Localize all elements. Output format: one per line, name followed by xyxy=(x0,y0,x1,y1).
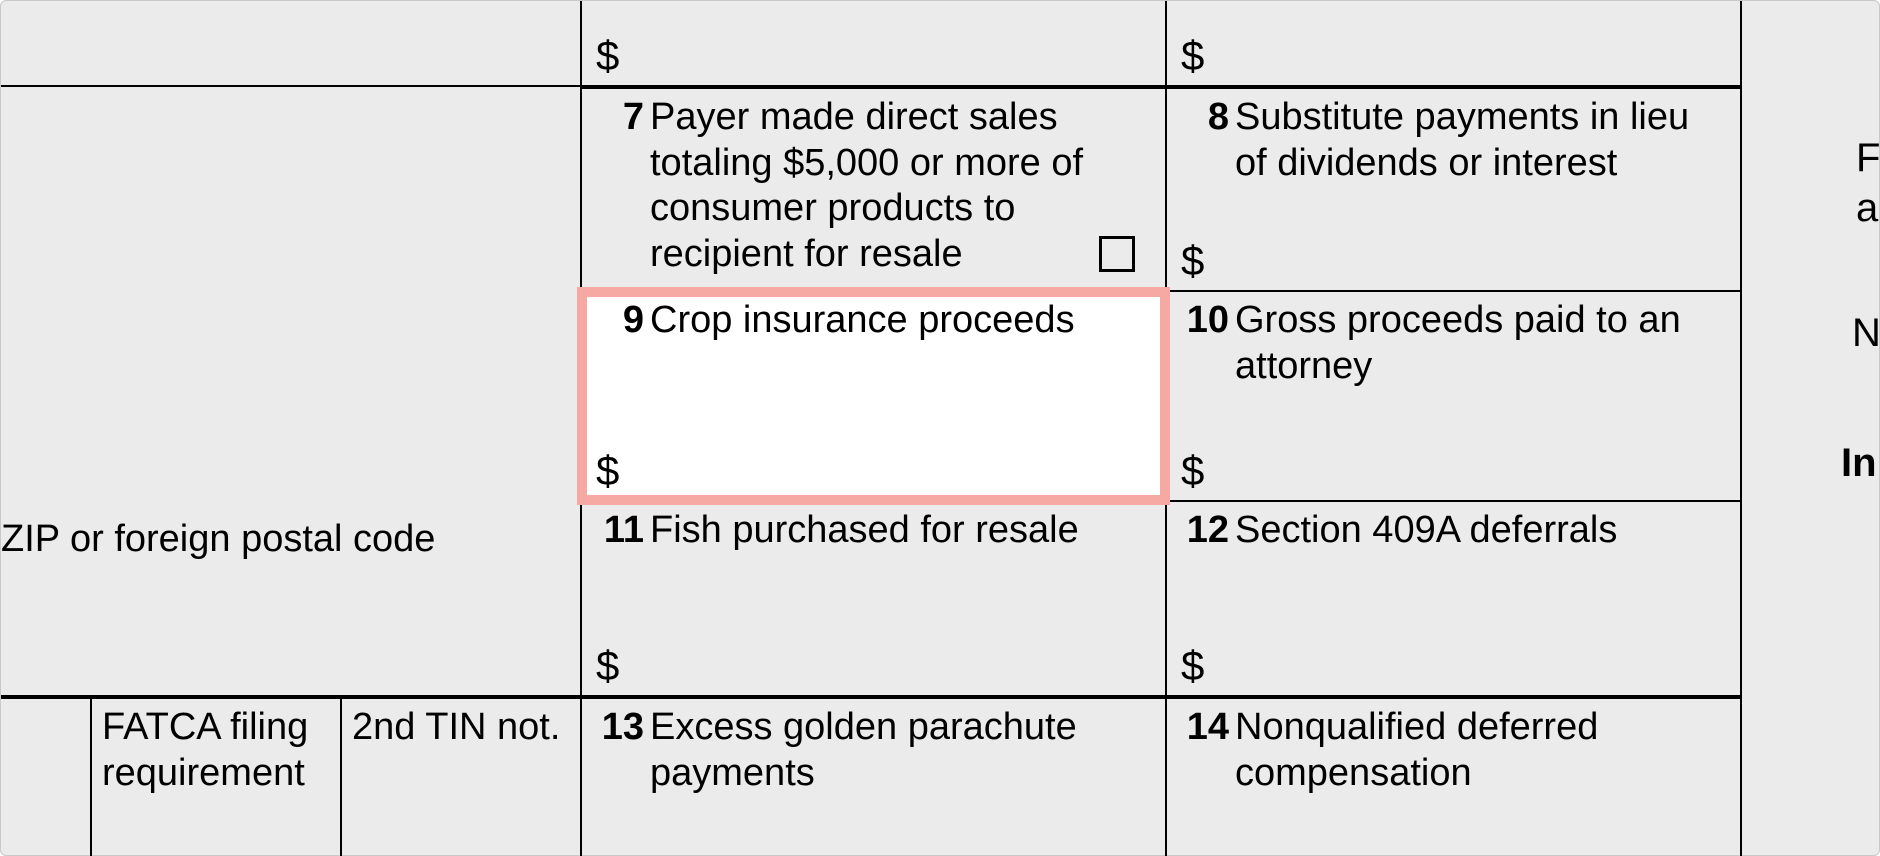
top-dollar-cell-left xyxy=(1,1,581,86)
top-dollar-cell-right: $ xyxy=(1166,1,1741,86)
form-1099-fragment: $ $ ZIP or foreign postal code 7Payer ma… xyxy=(0,0,1880,856)
box-12: 12Section 409A deferrals $ xyxy=(1166,501,1741,696)
box-11: 11Fish purchased for resale $ xyxy=(581,501,1166,696)
box-7-number: 7 xyxy=(596,95,644,141)
row4-left-blank xyxy=(1,696,91,856)
dollar-sign: $ xyxy=(1181,446,1204,496)
side-fragment-a: a xyxy=(1856,186,1878,231)
top-dollar-cell-mid: $ xyxy=(581,1,1166,86)
box-11-label: Fish purchased for resale xyxy=(650,508,1079,554)
side-fragment-F: F xyxy=(1856,136,1880,181)
box-10-number: 10 xyxy=(1181,298,1229,344)
box-13: 13Excess golden parachute payments xyxy=(581,696,1166,856)
box-12-number: 12 xyxy=(1181,508,1229,554)
dollar-sign: $ xyxy=(1181,641,1204,691)
box-7: 7Payer made direct sales totaling $5,000… xyxy=(581,86,1166,291)
box-13-number: 13 xyxy=(596,705,644,751)
box-12-label: Section 409A deferrals xyxy=(1235,508,1617,554)
box-9-number: 9 xyxy=(596,298,644,344)
dollar-sign: $ xyxy=(1181,31,1204,81)
box-10: 10Gross proceeds paid to an attorney $ xyxy=(1166,291,1741,501)
second-tin-label: 2nd TIN not. xyxy=(352,706,560,748)
box-11-number: 11 xyxy=(596,508,644,554)
box-8: 8Substitute payments in lieu of dividend… xyxy=(1166,86,1741,291)
dollar-sign: $ xyxy=(596,641,619,691)
box-8-label: Substitute payments in lieu of dividends… xyxy=(1235,95,1705,186)
fatca-label: FATCA filing requirement xyxy=(102,706,308,794)
box-10-label: Gross proceeds paid to an attorney xyxy=(1235,298,1685,389)
box-7-label: Payer made direct sales totaling $5,000 … xyxy=(650,95,1100,277)
box-7-checkbox[interactable] xyxy=(1099,236,1135,272)
box-9-highlighted: 9Crop insurance proceeds $ xyxy=(581,291,1166,501)
fatca-filing-cell: FATCA filing requirement xyxy=(91,696,341,856)
box-8-number: 8 xyxy=(1181,95,1229,141)
second-tin-cell: 2nd TIN not. xyxy=(341,696,581,856)
side-fragment-N: N xyxy=(1852,311,1880,356)
box-13-label: Excess golden parachute payments xyxy=(650,705,1120,796)
recipient-address-area: ZIP or foreign postal code xyxy=(1,86,581,696)
side-fragment-In: In xyxy=(1841,441,1877,486)
dollar-sign: $ xyxy=(596,446,619,496)
box-9-label: Crop insurance proceeds xyxy=(650,298,1075,344)
box-14-label: Nonqualified deferred compensation xyxy=(1235,705,1685,796)
dollar-sign: $ xyxy=(596,31,619,81)
box-14: 14Nonqualified deferred compensation xyxy=(1166,696,1741,856)
zip-label: ZIP or foreign postal code xyxy=(1,517,435,563)
dollar-sign: $ xyxy=(1181,236,1204,286)
box-14-number: 14 xyxy=(1181,705,1229,751)
far-right-column xyxy=(1741,1,1880,856)
